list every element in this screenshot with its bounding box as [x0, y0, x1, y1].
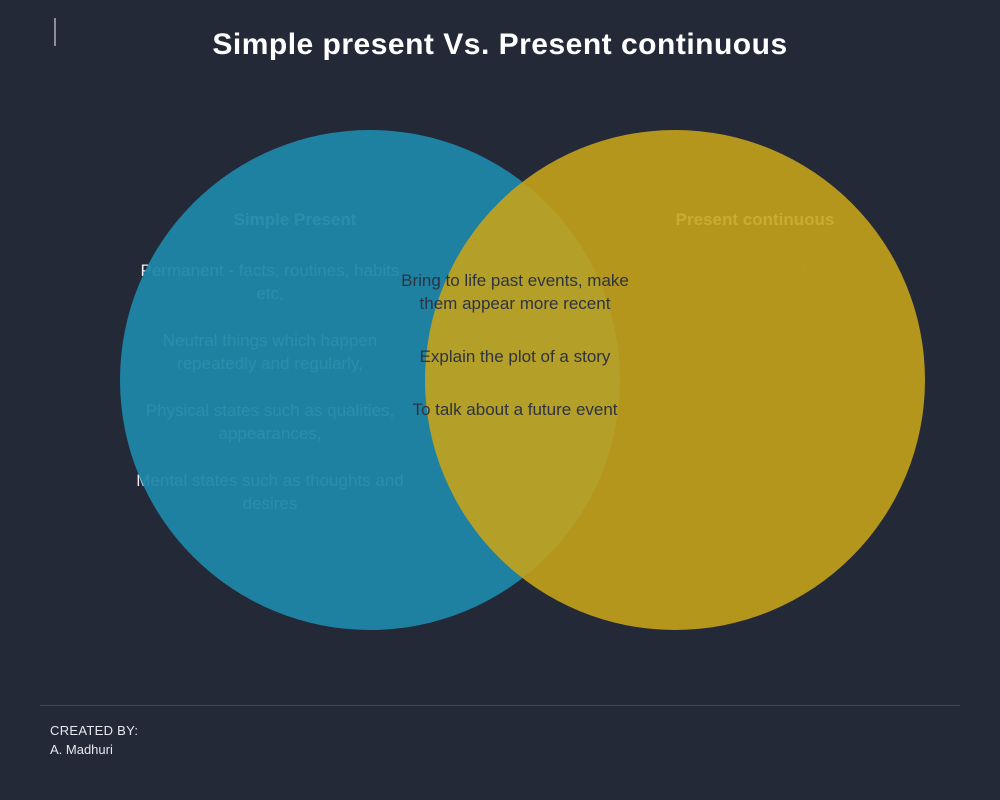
credit-block: CREATED BY: A. Madhuri [50, 722, 138, 760]
credit-name: A. Madhuri [50, 741, 138, 760]
divider-line [40, 705, 960, 706]
venn-diagram: Simple Present Present continuous Perman… [0, 115, 1000, 645]
credit-label: CREATED BY: [50, 722, 138, 741]
venn-intersection-items: Bring to life past events, make them app… [400, 270, 630, 422]
venn-intersection-item: Bring to life past events, make them app… [400, 270, 630, 316]
venn-intersection-item: Explain the plot of a story [400, 346, 630, 369]
cursor-marker [54, 18, 56, 46]
venn-intersection-item: To talk about a future event [400, 399, 630, 422]
page-title: Simple present Vs. Present continuous [0, 0, 1000, 62]
